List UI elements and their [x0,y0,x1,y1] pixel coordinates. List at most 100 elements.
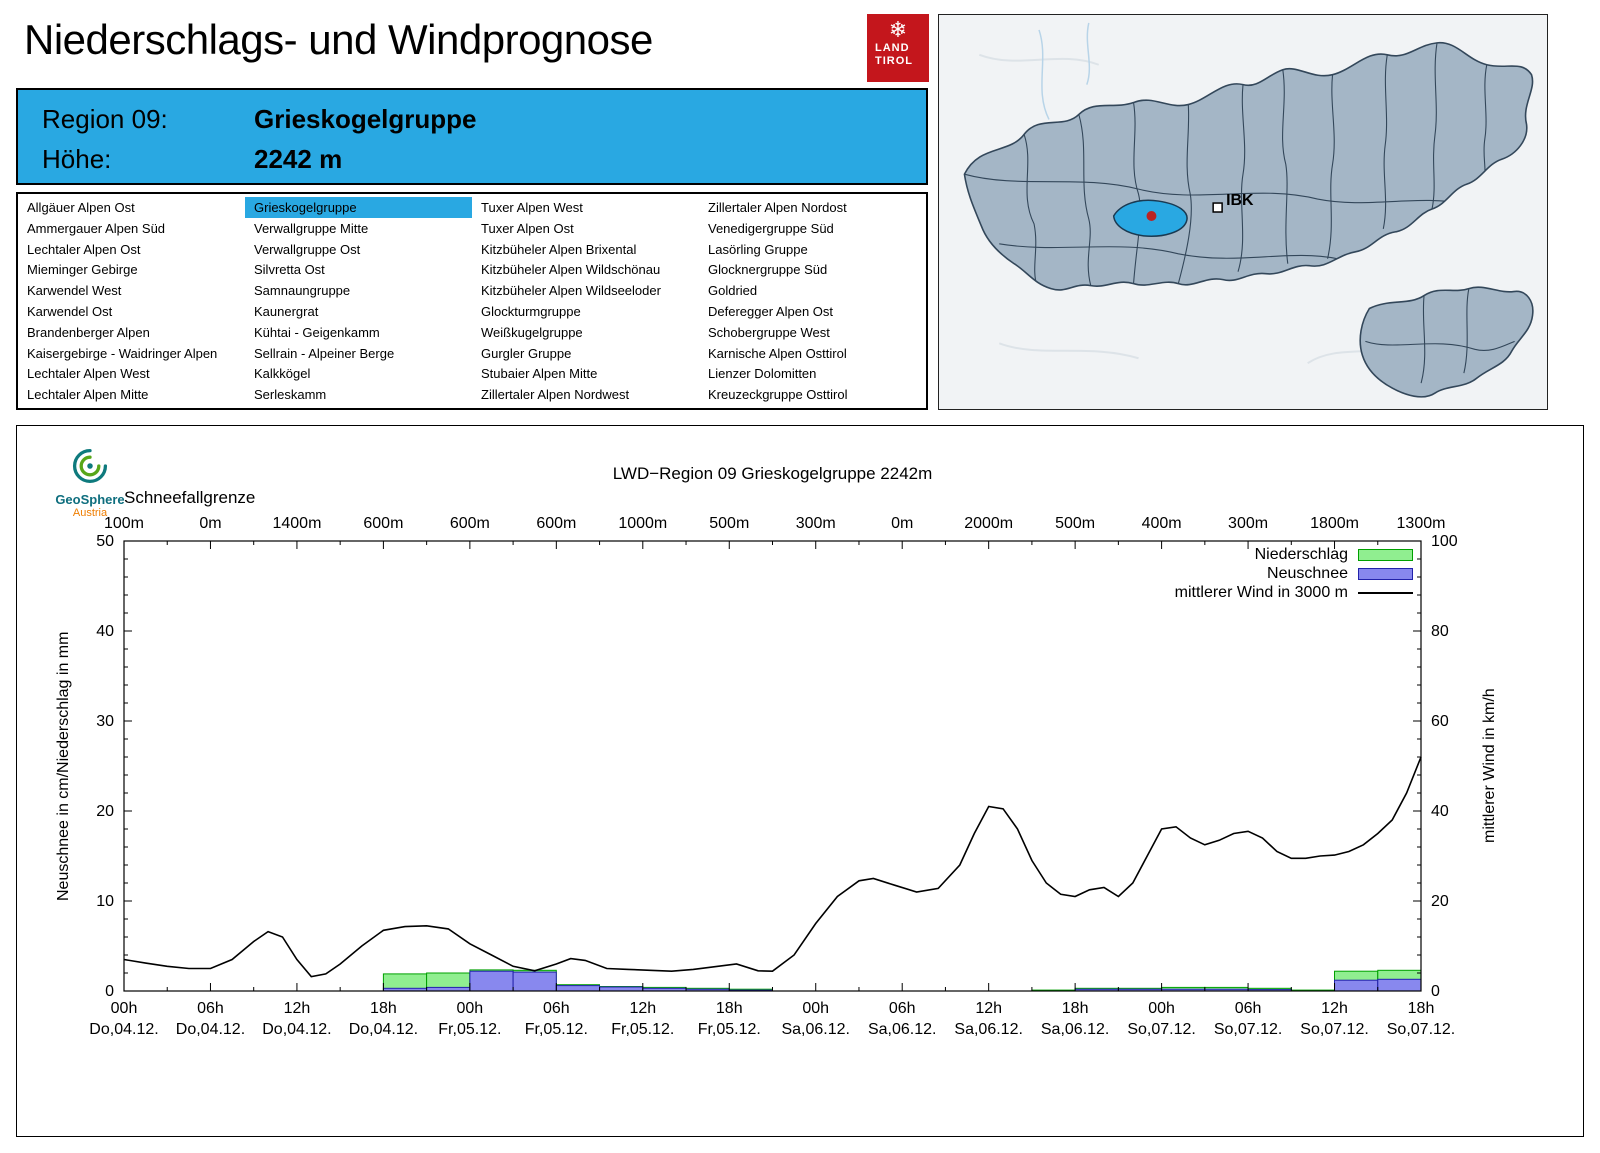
region-item[interactable]: Kaunergrat [254,303,319,319]
svg-text:0: 0 [1431,983,1440,1000]
snowline-label: Schneefallgrenze [124,488,256,507]
legend-label: mittlerer Wind in 3000 m [1174,583,1348,601]
region-list-column: Tuxer Alpen West Tuxer Alpen Ost Kitzbühel… [472,197,699,405]
region-item[interactable]: Samnaungruppe [254,283,351,299]
region-item[interactable]: Kitzbüheler Alpen Brixental [481,241,637,257]
region-item[interactable]: Weißkugelgruppe [481,324,583,340]
svg-text:20: 20 [96,803,114,820]
svg-text:00h: 00h [457,1000,484,1017]
x-tick-labels: 00h Do,04.12. 06h Do,04.12. 12h Do,04.12. 18h D… [89,1000,1455,1038]
region-item[interactable]: Kitzbüheler Alpen Wildschönau [481,262,661,278]
region-item-selected[interactable]: Grieskogelgruppe [245,197,472,218]
svg-text:18h: 18h [1062,1000,1089,1017]
svg-text:Sa,06.12.: Sa,06.12. [868,1021,937,1038]
svg-text:400m: 400m [1142,515,1182,532]
region-item[interactable]: Silvretta Ost [254,262,325,278]
region-item[interactable]: Kitzbüheler Alpen Wildseeloder [481,283,661,299]
region-item[interactable]: Lechtaler Alpen Mitte [27,387,149,403]
svg-text:Fr,05.12.: Fr,05.12. [438,1021,501,1038]
svg-text:00h: 00h [111,1000,138,1017]
chart-legend: Niederschlag Neuschnee mittlerer Wind in 3… [1175,545,1413,602]
chart-title: LWD−Region 09 Grieskogelgruppe 2242m [612,464,933,483]
geosphere-logo: GeoSphere Austria [47,444,133,519]
region-item[interactable]: Schobergruppe West [708,324,830,340]
region-item[interactable]: Karwendel Ost [27,303,113,319]
region-item[interactable]: Kaisergebirge - Waidringer Alpen [27,345,218,361]
region-item[interactable]: Karwendel West [27,283,122,299]
svg-text:Do,04.12.: Do,04.12. [176,1021,245,1038]
region-item[interactable]: Brandenberger Alpen [27,324,150,340]
legend-row: Niederschlag [1175,545,1413,564]
forecast-plot: 00h Do,04.12. 06h Do,04.12. 12h Do,04.12. 18h D… [89,515,1458,1038]
region-list-column: Grieskogelgruppe Verwallgruppe Mitte Verwa… [245,197,472,405]
region-item[interactable]: Lechtaler Alpen West [27,366,150,382]
legend-color-box [1358,548,1413,561]
logo-text-tirol: TIROL [875,55,913,67]
legend-label: Niederschlag [1254,545,1348,563]
svg-text:06h: 06h [543,1000,570,1017]
logo-text-land: LAND [875,42,910,54]
region-item[interactable]: Gurgler Gruppe [481,345,572,361]
region-item[interactable]: Stubaier Alpen Mitte [481,366,598,382]
svg-text:500m: 500m [709,515,749,532]
svg-text:Fr,05.12.: Fr,05.12. [611,1021,674,1038]
region-item[interactable]: Mieminger Gebirge [27,262,138,278]
region-item[interactable]: Lasörling Gruppe [708,241,808,257]
city-label: IBK [1226,192,1254,209]
svg-text:100m: 100m [104,515,144,532]
map-outline-north-tirol[interactable] [963,42,1534,291]
svg-text:300m: 300m [1228,515,1268,532]
svg-text:1400m: 1400m [272,515,321,532]
svg-text:600m: 600m [363,515,403,532]
region-item[interactable]: Lienzer Dolomitten [708,366,817,382]
svg-text:0m: 0m [199,515,221,532]
legend-color-box [1358,567,1413,580]
region-item[interactable]: Verwallgruppe Ost [254,241,361,257]
region-item[interactable]: Glocknergruppe Süd [708,262,828,278]
region-item[interactable]: Goldried [708,283,758,299]
region-item[interactable]: Zillertaler Alpen Nordwest [481,387,630,403]
svg-text:Do,04.12.: Do,04.12. [349,1021,418,1038]
svg-text:12h: 12h [975,1000,1002,1017]
tirol-map[interactable]: IBK [938,14,1548,410]
region-item[interactable]: Glockturmgruppe [481,303,581,319]
region-item[interactable]: Tuxer Alpen West [481,200,583,215]
svg-text:06h: 06h [889,1000,916,1017]
svg-text:Fr,05.12.: Fr,05.12. [525,1021,588,1038]
geosphere-country: Austria [72,507,108,519]
svg-text:18h: 18h [370,1000,397,1017]
snowline-values: 100m 0m 1400m 600m 600m 600m 1000m 500m 300m 0m 20… [104,515,1445,532]
svg-text:Do,04.12.: Do,04.12. [89,1021,158,1038]
region-item[interactable]: Kalkkögel [254,366,311,382]
tirol-map-svg: IBK [963,22,1534,398]
svg-text:1800m: 1800m [1310,515,1359,532]
region-item[interactable]: Verwallgruppe Mitte [254,220,369,236]
y-left-tick-labels: 0 10 20 30 40 50 [96,533,114,1000]
region-item[interactable]: Allgäuer Alpen Ost [27,200,135,215]
wind-line [123,756,1422,978]
y-right-tick-labels: 0 20 40 60 80 100 [1431,533,1458,1000]
region-item[interactable]: Zillertaler Alpen Nordost [708,200,847,215]
forecast-chart: 00h Do,04.12. 06h Do,04.12. 12h Do,04.12. 18h D… [16,425,1584,1137]
map-outline-east-tirol[interactable] [1359,286,1534,398]
region-item[interactable]: Kreuzeckgruppe Osttirol [708,387,848,403]
region-item[interactable]: Lechtaler Alpen Ost [27,241,141,257]
svg-text:100: 100 [1431,533,1458,550]
region-item[interactable]: Tuxer Alpen Ost [481,220,574,236]
svg-text:18h: 18h [1408,1000,1435,1017]
svg-text:2000m: 2000m [964,515,1013,532]
svg-text:20: 20 [1431,893,1449,910]
region-item[interactable]: Ammergauer Alpen Süd [27,220,166,236]
svg-text:So,07.12.: So,07.12. [1387,1021,1456,1038]
svg-text:0m: 0m [891,515,913,532]
svg-text:1300m: 1300m [1397,515,1446,532]
region-item[interactable]: Deferegger Alpen Ost [708,303,834,319]
svg-text:80: 80 [1431,623,1449,640]
region-item[interactable]: Sellrain - Alpeiner Berge [254,345,395,361]
svg-text:0: 0 [105,983,114,1000]
svg-text:Sa,06.12.: Sa,06.12. [1041,1021,1110,1038]
region-item[interactable]: Kühtai - Geigenkamm [254,324,380,340]
region-item[interactable]: Venedigergruppe Süd [708,220,834,236]
region-item[interactable]: Serleskamm [254,387,327,403]
region-item[interactable]: Karnische Alpen Osttirol [708,345,847,361]
